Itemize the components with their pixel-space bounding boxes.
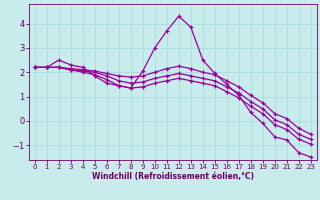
X-axis label: Windchill (Refroidissement éolien,°C): Windchill (Refroidissement éolien,°C) xyxy=(92,172,254,181)
